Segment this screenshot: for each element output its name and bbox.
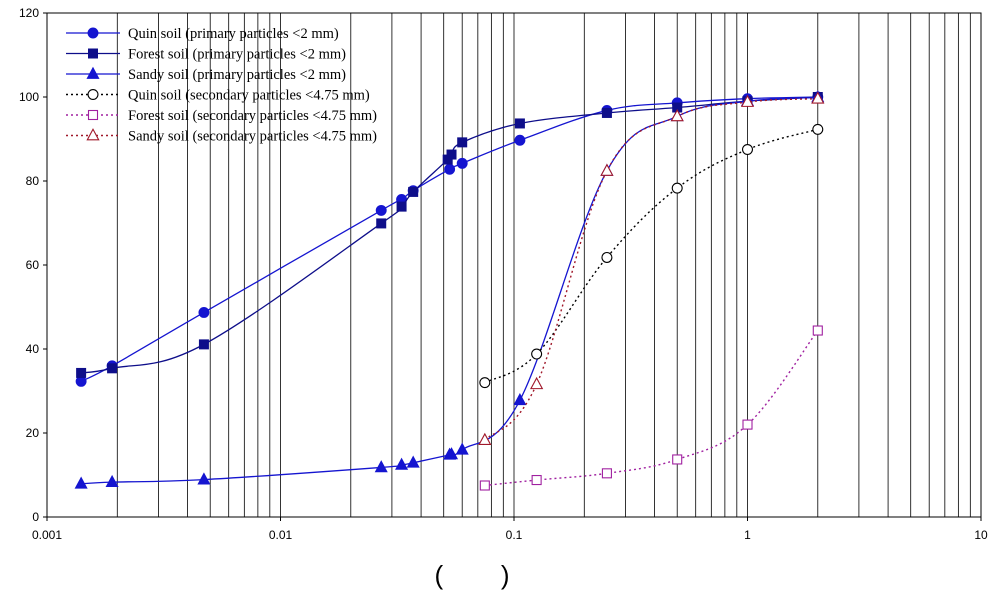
x-axis-label: ( )	[434, 560, 509, 590]
y-tick-label: 0	[32, 510, 39, 524]
data-point	[107, 363, 118, 374]
legend-item: Forest soil (primary particles <2 mm)	[66, 47, 346, 63]
legend-label: Forest soil (secondary particles <4.75 m…	[128, 108, 377, 124]
legend-item: Quin soil (secondary particles <4.75 mm)	[66, 88, 370, 104]
data-point	[198, 339, 209, 350]
data-point	[444, 163, 456, 175]
legend-label: Sandy soil (secondary particles <4.75 mm…	[128, 129, 377, 145]
legend-item: Quin soil (primary particles <2 mm)	[66, 26, 339, 42]
legend-label: Quin soil (secondary particles <4.75 mm)	[128, 88, 370, 104]
y-tick-label: 120	[19, 6, 39, 20]
series-6	[478, 91, 825, 446]
data-point	[455, 442, 469, 455]
data-point	[742, 419, 753, 430]
data-point	[671, 182, 683, 194]
data-point	[105, 474, 119, 487]
data-point	[601, 468, 612, 479]
series-line	[484, 330, 819, 487]
y-tick-label: 80	[26, 174, 40, 188]
x-tick-label: 0.01	[269, 528, 293, 542]
y-tick-label: 60	[26, 258, 40, 272]
vertical-gridlines	[116, 13, 971, 517]
data-point	[456, 157, 468, 169]
legend: Quin soil (primary particles <2 mm) Fores…	[66, 26, 377, 145]
data-point	[672, 454, 683, 465]
legend-label: Quin soil (primary particles <2 mm)	[128, 26, 339, 42]
legend-item: Sandy soil (secondary particles <4.75 mm…	[66, 128, 377, 145]
data-point	[76, 367, 87, 378]
data-point	[600, 163, 614, 176]
data-point	[514, 134, 526, 146]
data-point	[375, 204, 387, 216]
y-tick-label: 40	[26, 342, 40, 356]
data-point	[530, 376, 544, 390]
legend-label: Sandy soil (primary particles <2 mm)	[128, 67, 346, 83]
data-point	[601, 251, 613, 263]
data-point	[513, 392, 527, 406]
data-point	[741, 144, 753, 156]
x-tick-label: 10	[974, 528, 988, 542]
series-4	[479, 123, 824, 389]
data-point	[86, 128, 100, 141]
data-point	[811, 91, 825, 104]
data-point	[444, 447, 459, 460]
data-point	[395, 457, 409, 470]
data-point	[198, 307, 210, 318]
series-layer	[74, 90, 825, 491]
data-point	[446, 149, 457, 160]
series-line	[484, 128, 818, 384]
data-point	[531, 348, 543, 360]
data-point	[87, 109, 99, 121]
x-tick-label: 0.001	[32, 528, 62, 542]
data-point	[740, 94, 755, 107]
legend-item: Sandy soil (primary particles <2 mm)	[66, 66, 346, 83]
data-point	[478, 432, 492, 446]
data-point	[87, 89, 99, 101]
data-point	[406, 455, 420, 468]
x-tick-label: 0.1	[506, 528, 523, 542]
data-point	[376, 218, 387, 229]
data-point	[479, 480, 490, 491]
data-point	[74, 476, 88, 489]
data-point	[374, 460, 388, 473]
data-point	[87, 27, 99, 39]
data-point	[812, 325, 823, 336]
data-point	[670, 108, 684, 122]
data-point	[457, 137, 468, 148]
data-point	[197, 472, 211, 485]
y-tick-label: 20	[26, 426, 40, 440]
data-point	[86, 66, 100, 79]
legend-item: Forest soil (secondary particles <4.75 m…	[66, 108, 377, 124]
data-point	[531, 474, 542, 486]
legend-label: Forest soil (primary particles <2 mm)	[128, 47, 346, 63]
data-point	[601, 107, 612, 118]
axes: 0 20 40 60 80 100 120 0.001 0.01 0.1 1 10	[19, 6, 988, 542]
data-point	[88, 48, 98, 59]
data-point	[812, 123, 824, 135]
data-point	[479, 377, 491, 389]
y-tick-label: 100	[19, 90, 39, 104]
data-point	[408, 186, 419, 197]
data-point	[514, 118, 525, 129]
series-5	[479, 325, 823, 491]
data-point	[396, 201, 407, 212]
x-tick-label: 1	[744, 528, 751, 542]
